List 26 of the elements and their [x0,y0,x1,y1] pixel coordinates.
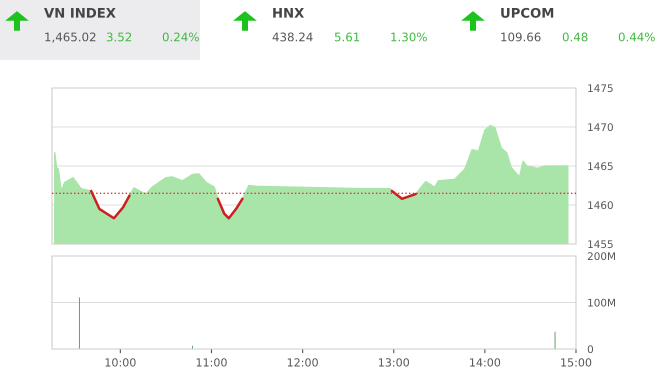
y-tick-label: 1460 [588,201,613,210]
y-tick-label: 200M [588,252,615,260]
text: 438.24 [272,32,313,42]
x-tick-label: 12:00 [288,358,318,367]
text: 0.48 [562,32,588,42]
x-tick-label: 13:00 [378,358,410,367]
y-tick-label: 1470 [588,123,613,132]
text: 0.24% [162,32,199,42]
text: 0.44% [618,32,655,42]
text: 1,465.02 [45,32,96,43]
y-tick-label: 1455 [588,240,613,248]
y-tick-label: 100M [588,298,615,307]
y-tick-label: 1465 [588,162,613,170]
y-tick-label: 1475 [588,84,613,92]
text: 1.30% [391,32,427,42]
x-tick-label: 14:00 [470,358,500,367]
text: HNX [273,8,304,18]
text: UPCOM [501,8,554,18]
text: 3.52 [106,32,132,42]
y-tick-label: 0 [588,345,594,354]
text: 109.66 [501,32,541,42]
x-tick-label: 10:00 [106,358,136,367]
text: 5.61 [334,32,360,42]
text: VN INDEX [44,8,116,18]
x-tick-label: 11:00 [196,358,227,367]
x-tick-label: 15:00 [561,358,592,367]
